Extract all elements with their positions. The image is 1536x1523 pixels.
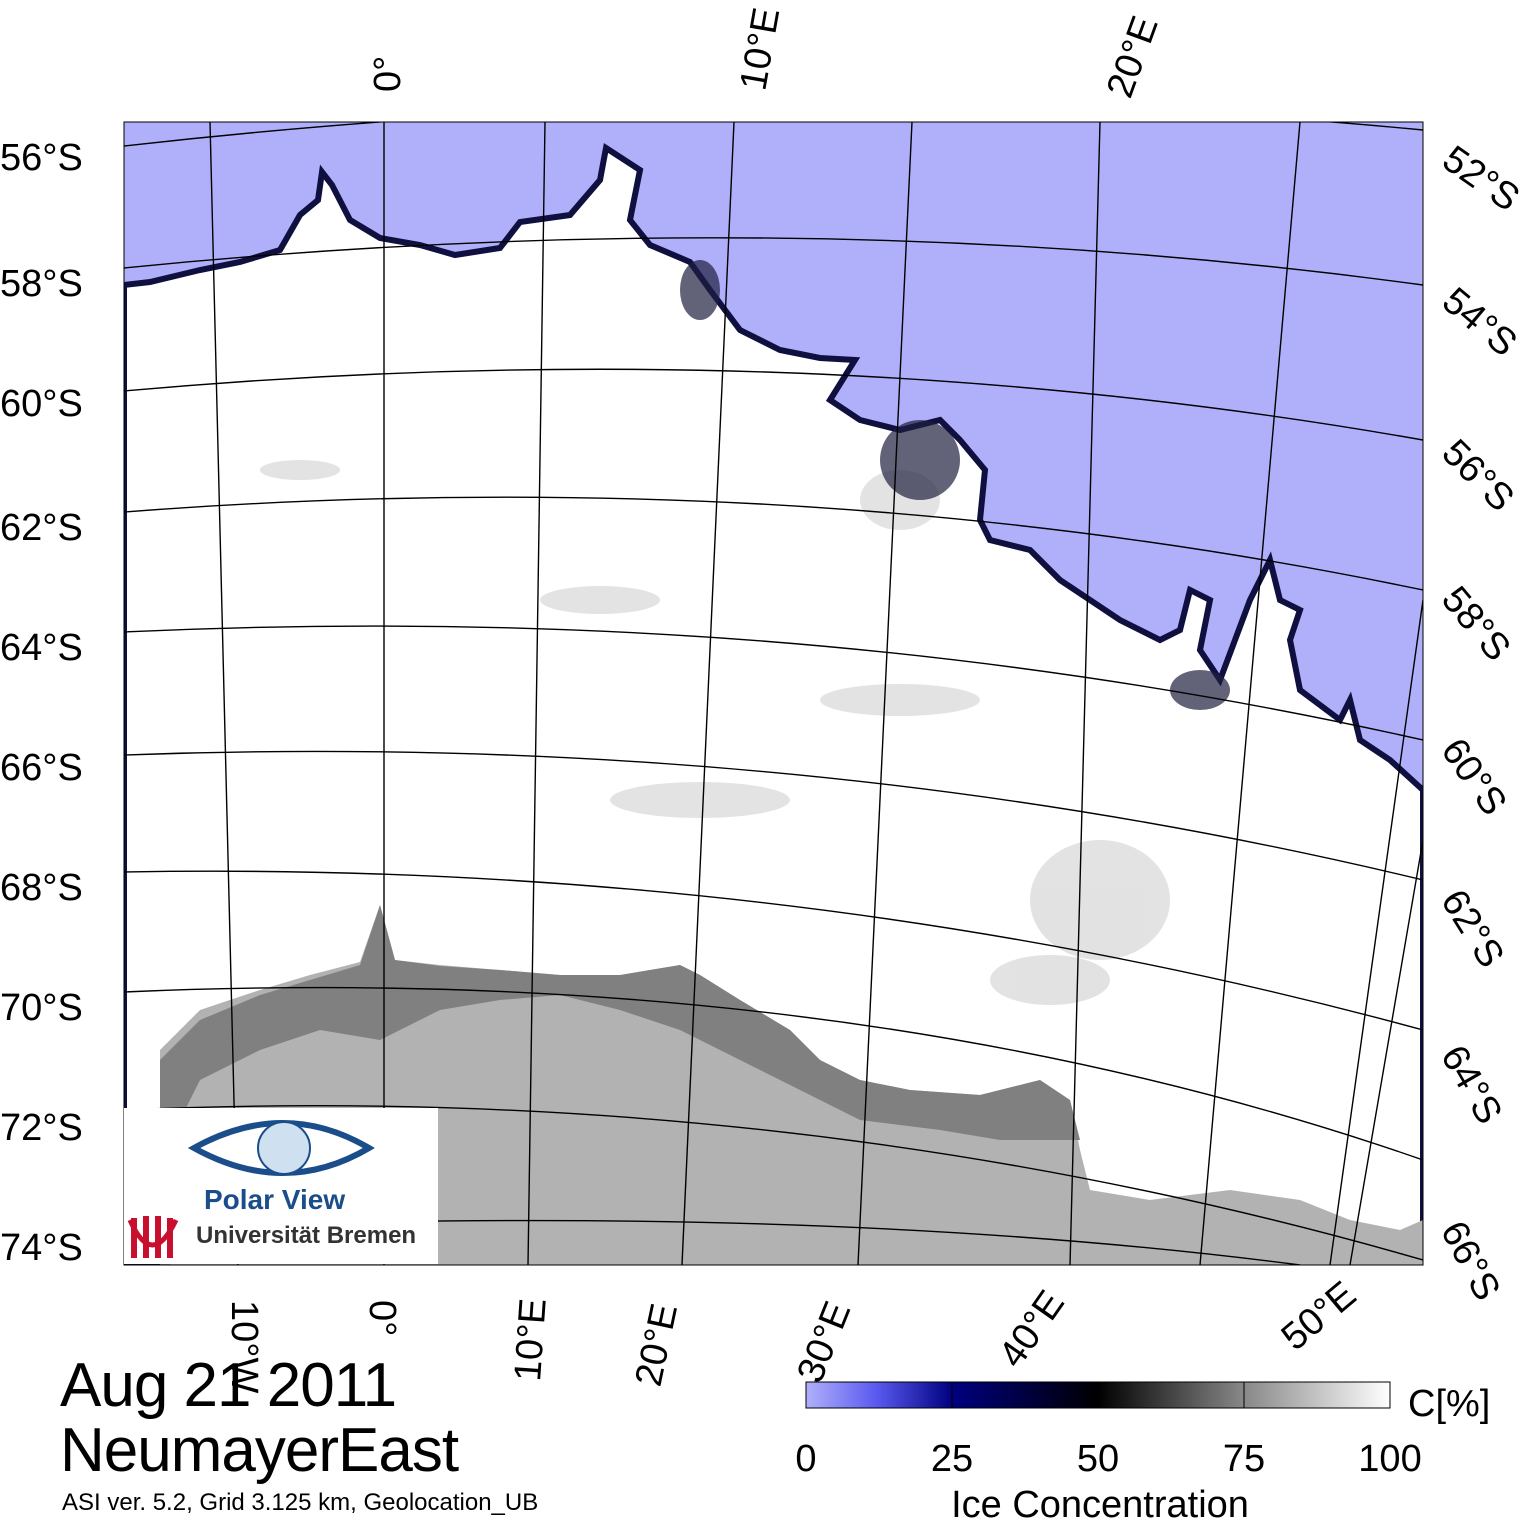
graticule xyxy=(124,122,1423,1265)
meta-label: ASI ver. 5.2, Grid 3.125 km, Geolocation… xyxy=(62,1489,539,1516)
lat-label-58s-right: 58°S xyxy=(1433,579,1518,669)
lat-label-66s: 66°S xyxy=(0,747,83,789)
map-frame-content xyxy=(124,122,1423,1265)
latitude-labels-right: 52°S 54°S 56°S 58°S 60°S 62°S 64°S 66°S xyxy=(1432,138,1527,1307)
lat-label-56s: 56°S xyxy=(0,137,83,179)
lat-label-60s-right: 60°S xyxy=(1433,731,1515,823)
lon-label-bottom-20e: 20°E xyxy=(628,1300,686,1390)
lat-label-64s: 64°S xyxy=(0,627,83,669)
lon-label-top-20e: 20°E xyxy=(1099,11,1167,103)
colorbar-unit: C[%] xyxy=(1408,1383,1490,1425)
lat-label-74s: 74°S xyxy=(0,1227,83,1269)
lon-label-bottom-50e: 50°E xyxy=(1274,1273,1364,1358)
lon-label-top-0: 0° xyxy=(367,56,409,92)
colorbar-tick-label-25: 25 xyxy=(931,1438,973,1480)
colorbar-title: Ice Concentration xyxy=(951,1484,1249,1523)
region-label: NeumayerEast xyxy=(60,1416,459,1485)
lon-label-bottom-10e: 10°E xyxy=(507,1297,555,1383)
date-label: Aug 21 2011 xyxy=(60,1351,397,1420)
lat-label-72s: 72°S xyxy=(0,1107,83,1149)
latitude-labels-left: 56°S 58°S 60°S 62°S 64°S 66°S 68°S 70°S … xyxy=(0,137,83,1269)
lon-label-top-10e: 10°E xyxy=(733,5,789,94)
lat-label-58s: 58°S xyxy=(0,263,83,305)
ice-edge-dark xyxy=(680,260,1230,710)
lon-label-bottom-30e: 30°E xyxy=(789,1296,859,1389)
lat-label-54s: 54°S xyxy=(1434,280,1524,365)
logo-polar-view-text: Polar View xyxy=(204,1184,346,1215)
lat-label-68s: 68°S xyxy=(0,867,83,909)
colorbar: 0 25 50 75 100 C[%] Ice Concentration xyxy=(795,1381,1490,1523)
lat-label-52s: 52°S xyxy=(1435,138,1527,220)
ice-shelf-area xyxy=(160,905,1080,1265)
colorbar-tick-label-0: 0 xyxy=(795,1438,816,1480)
logo-university-text: Universität Bremen xyxy=(196,1222,417,1249)
lat-label-56s-right: 56°S xyxy=(1434,432,1522,520)
colorbar-tick-label-50: 50 xyxy=(1077,1438,1119,1480)
colorbar-tick-label-100: 100 xyxy=(1358,1438,1421,1480)
map-border xyxy=(123,121,1424,1266)
lat-label-62s-right: 62°S xyxy=(1432,883,1512,975)
lon-label-bottom-40e: 40°E xyxy=(991,1283,1073,1375)
lon-label-bottom-10w: 10°W xyxy=(223,1300,265,1393)
lat-label-64s-right: 64°S xyxy=(1432,1039,1510,1132)
lon-label-bottom-0: 0° xyxy=(361,1300,403,1336)
lat-label-62s: 62°S xyxy=(0,507,83,549)
lat-label-66s-right: 66°S xyxy=(1432,1215,1508,1308)
longitude-labels-top: 0° 10°E 20°E xyxy=(367,5,1167,103)
colorbar-tick-label-75: 75 xyxy=(1223,1438,1265,1480)
ice-texture xyxy=(260,460,1170,1005)
lat-label-60s: 60°S xyxy=(0,383,83,425)
eye-logo-icon xyxy=(127,1120,375,1258)
lat-label-70s: 70°S xyxy=(0,987,83,1029)
polar-view-logo: Polar View Universität Bremen xyxy=(124,1108,438,1264)
